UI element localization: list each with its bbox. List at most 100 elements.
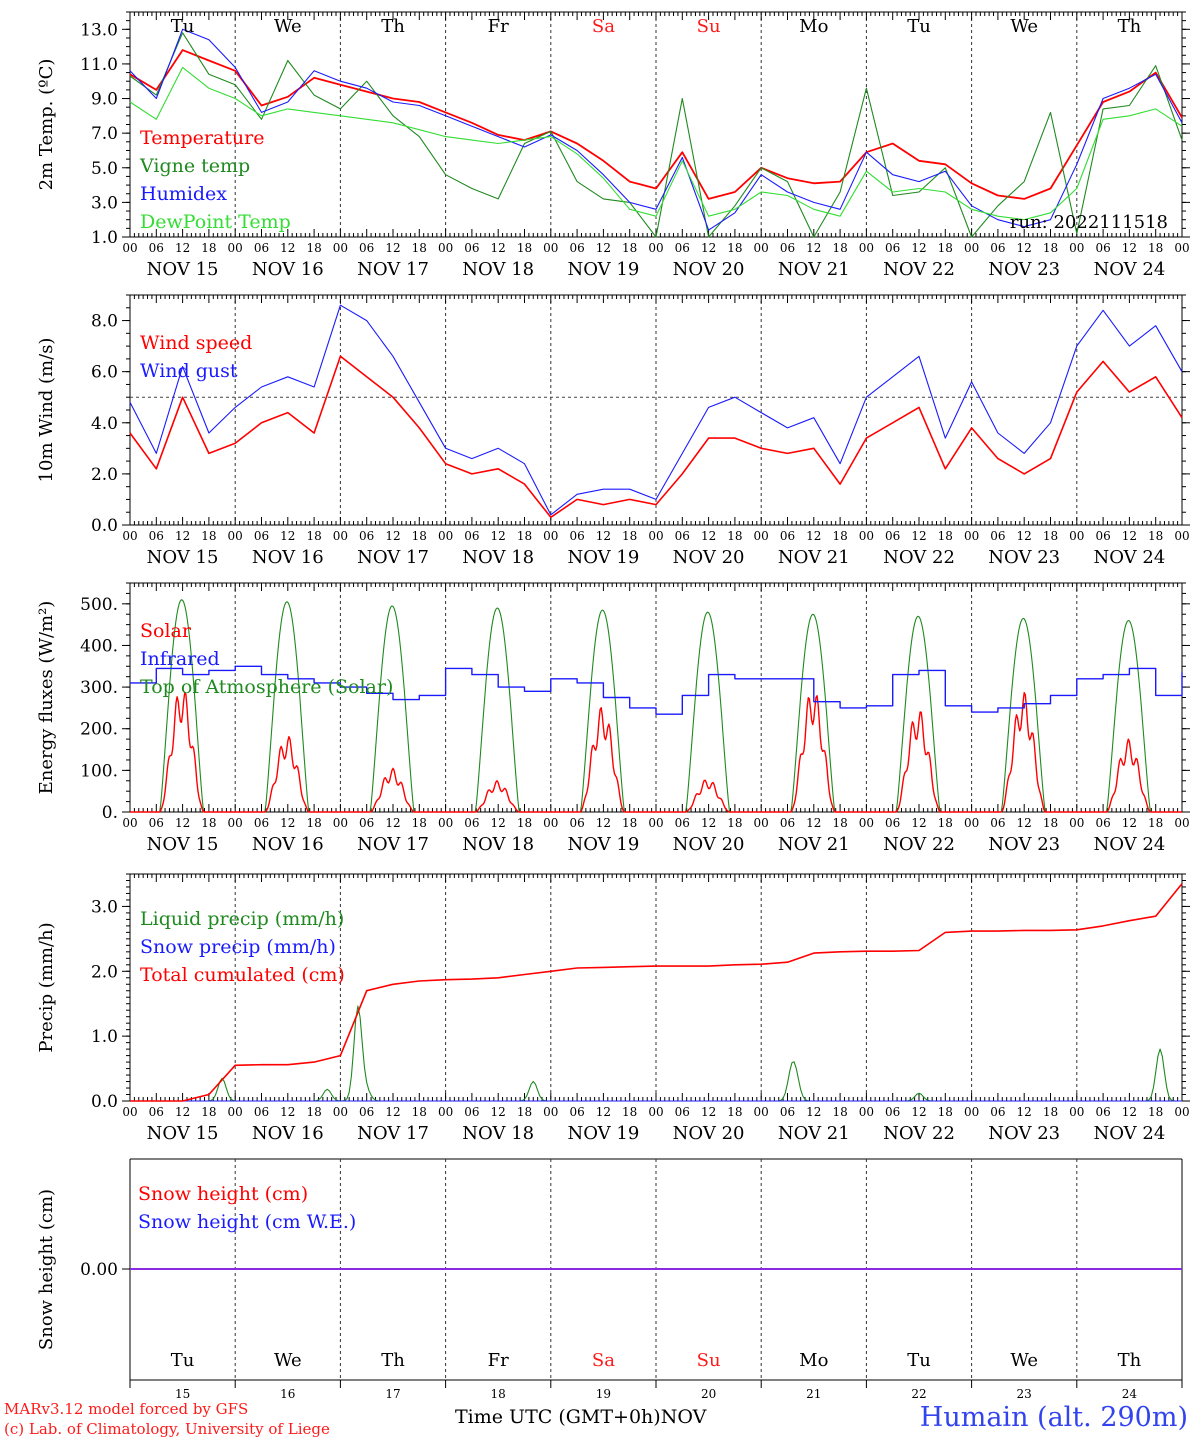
y-tick-label: 3.0 [91,897,118,917]
date-label: NOV 17 [357,1123,429,1144]
hour-tick-label: 18 [306,241,321,255]
hour-tick-label: 06 [675,529,690,543]
weekday-label: Th [381,16,405,37]
weekday-label: Tu [171,16,195,37]
hour-tick-label: 12 [385,816,400,830]
hour-tick-label: 06 [990,816,1005,830]
y-tick-label: 200. [80,720,118,740]
legend-snow-height-cm-w-e-: Snow height (cm W.E.) [138,1211,356,1233]
series-wind-speed [129,355,1183,519]
date-label: NOV 18 [462,259,534,280]
solar-curve [866,711,972,813]
date-label: NOV 21 [778,547,850,568]
hour-tick-label: 00 [859,529,874,543]
hour-tick-label: 00 [859,1105,874,1119]
date-label: NOV 16 [252,547,324,568]
hour-tick-label: 18 [412,1105,427,1119]
series-wind-gust [129,304,1183,516]
hour-tick-label: 00 [228,816,243,830]
hour-tick-label: 18 [938,816,953,830]
hour-tick-label: 06 [1095,816,1110,830]
model-credit: MARv3.12 model forced by GFS [4,1400,249,1418]
hour-tick-label: 18 [1148,816,1163,830]
y-axis-label-4: Precip (mm/h) [36,922,57,1052]
hour-tick-label: 12 [1122,241,1137,255]
hour-tick-label: 00 [648,241,663,255]
hour-tick-label: 18 [938,1105,953,1119]
hour-tick-label: 00 [228,529,243,543]
date-label: NOV 19 [567,547,639,568]
hour-tick-label: 18 [201,241,216,255]
y-tick-label: 7.0 [91,124,118,144]
hour-tick-label: 18 [517,1105,532,1119]
hour-tick-label: 00 [333,241,348,255]
hour-tick-label: 12 [1017,241,1032,255]
date-label: NOV 21 [778,834,850,855]
total-cumulated-curve [130,883,1183,1102]
copyright-credit: (c) Lab. of Climatology, University of L… [4,1420,330,1438]
hour-tick-label: 12 [596,816,611,830]
day-number-label: 16 [280,1387,295,1401]
y-axis-label-3: Energy fluxes (W/m²) [36,601,57,795]
hour-tick-label: 12 [491,529,506,543]
day-number-label: 19 [596,1387,611,1401]
solar-curve [235,736,341,813]
hour-tick-label: 18 [517,816,532,830]
y-tick-label: 0.0 [91,516,118,536]
date-label: NOV 20 [673,259,745,280]
y-tick-label: 3.0 [91,193,118,213]
hour-tick-label: 00 [754,241,769,255]
y-tick-label: 11.0 [80,55,118,75]
month-label: NOV [660,1406,707,1428]
hour-tick-label: 18 [622,1105,637,1119]
weekday-label: Tu [907,1350,931,1371]
date-label: NOV 24 [1093,259,1165,280]
hour-tick-label: 06 [885,816,900,830]
hour-tick-label: 18 [622,816,637,830]
hour-tick-label: 06 [569,1105,584,1119]
weekday-label: We [274,1350,302,1371]
hour-tick-label: 06 [780,241,795,255]
hour-tick-label: 00 [333,529,348,543]
date-label: NOV 22 [883,834,955,855]
y-tick-label: 1.0 [91,1027,118,1047]
hour-tick-label: 12 [701,529,716,543]
date-label: NOV 18 [462,1123,534,1144]
hour-tick-label: 18 [1043,529,1058,543]
hour-tick-label: 00 [1069,241,1084,255]
date-label: NOV 20 [673,547,745,568]
hour-tick-label: 12 [806,529,821,543]
hour-tick-label: 06 [149,816,164,830]
hour-tick-label: 00 [438,529,453,543]
y-tick-label: 0.00 [80,1260,118,1280]
weekday-label: Mo [799,16,828,37]
hour-tick-label: 06 [254,1105,269,1119]
hour-tick-label: 06 [359,816,374,830]
hour-tick-label: 00 [122,816,137,830]
legend-infrared: Infrared [140,648,220,670]
y-tick-label: 2.0 [91,962,118,982]
date-label: NOV 15 [147,834,219,855]
hour-tick-label: 00 [964,241,979,255]
y-tick-label: 500. [80,595,118,615]
hour-tick-label: 06 [675,1105,690,1119]
hour-tick-label: 18 [201,816,216,830]
hour-tick-label: 12 [596,529,611,543]
hour-tick-label: 18 [517,529,532,543]
solar-curve [445,780,551,813]
hour-tick-label: 12 [701,1105,716,1119]
y-tick-label: 400. [80,636,118,656]
hour-tick-label: 12 [701,816,716,830]
time-axis-title-text: Time UTC (GMT+0h) [455,1406,661,1428]
hour-tick-label: 12 [1017,816,1032,830]
toa-solar-curve [1076,619,1182,813]
hour-tick-label: 18 [412,816,427,830]
hour-tick-label: 00 [1174,241,1189,255]
hour-tick-label: 12 [491,1105,506,1119]
hour-tick-label: 00 [859,816,874,830]
solar-curve [130,691,236,813]
hour-tick-label: 06 [464,1105,479,1119]
legend-snow-height-cm-: Snow height (cm) [138,1183,308,1205]
weekday-label: We [1010,1350,1038,1371]
hour-tick-label: 12 [596,1105,611,1119]
